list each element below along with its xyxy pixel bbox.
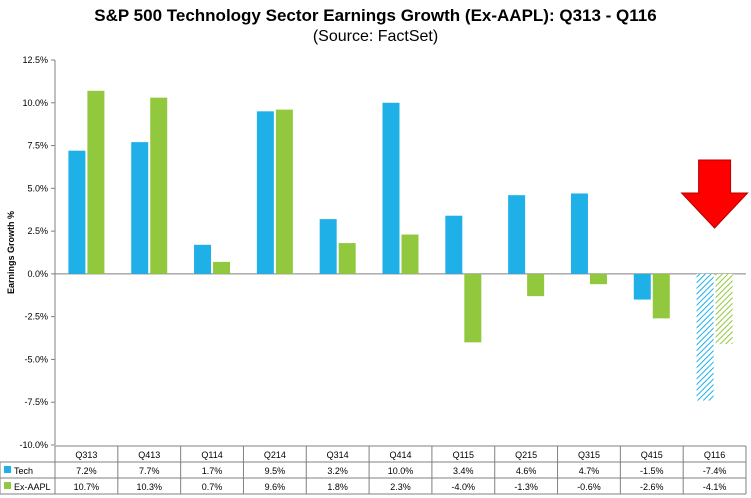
bar-tech-q315: [570, 193, 588, 274]
data-label: -4.1%: [703, 482, 727, 492]
data-label: 4.6%: [516, 466, 537, 476]
y-tick-label: 0.0%: [27, 269, 48, 279]
y-tick-label: -5.0%: [24, 354, 48, 364]
legend-swatch-ex-aapl: [4, 482, 11, 489]
category-label: Q114: [201, 450, 222, 460]
bar-tech-q415: [633, 273, 651, 300]
data-label: 1.7%: [202, 466, 223, 476]
chart-subtitle: (Source: FactSet): [312, 28, 439, 45]
data-label: 3.4%: [453, 466, 474, 476]
data-label: 7.7%: [139, 466, 160, 476]
bar-ex-aapl-q415: [652, 273, 670, 319]
bar-tech-q414: [382, 102, 400, 274]
bar-ex-aapl-q313: [87, 90, 105, 274]
y-tick-label: 10.0%: [22, 98, 48, 108]
y-tick-label: -7.5%: [24, 397, 48, 407]
y-tick-label: 2.5%: [27, 226, 48, 236]
data-label: -0.6%: [577, 482, 601, 492]
category-label: Q314: [327, 450, 349, 460]
category-label: Q415: [641, 450, 663, 460]
down-arrow-icon: [680, 159, 749, 229]
bar-tech-q116: [696, 273, 714, 401]
bar-ex-aapl-q116: [715, 273, 733, 345]
data-label: 3.2%: [327, 466, 348, 476]
bar-tech-q314: [319, 219, 337, 274]
y-axis-title: Earnings Growth %: [6, 211, 16, 294]
bar-ex-aapl-q115: [464, 273, 482, 343]
data-label: 10.0%: [388, 466, 414, 476]
chart-title: S&P 500 Technology Sector Earnings Growt…: [94, 6, 657, 25]
category-label: Q414: [389, 450, 411, 460]
bar-ex-aapl-q414: [401, 234, 419, 274]
y-tick-label: 7.5%: [27, 141, 48, 151]
category-label: Q115: [453, 450, 474, 460]
bar-ex-aapl-q214: [275, 109, 293, 274]
category-label: Q215: [515, 450, 537, 460]
y-tick-label: 5.0%: [27, 183, 48, 193]
category-label: Q214: [264, 450, 286, 460]
data-label: 2.3%: [390, 482, 411, 492]
data-label: 10.3%: [136, 482, 162, 492]
data-label: 9.6%: [265, 482, 286, 492]
category-label: Q315: [578, 450, 600, 460]
data-label: 1.8%: [327, 482, 348, 492]
data-label: -2.6%: [640, 482, 664, 492]
bar-tech-q115: [445, 215, 463, 274]
bar-tech-q114: [194, 244, 212, 274]
data-label: 4.7%: [579, 466, 600, 476]
category-label: Q116: [704, 450, 725, 460]
data-label: -1.5%: [640, 466, 664, 476]
data-label: -4.0%: [452, 482, 476, 492]
data-label: 7.2%: [76, 466, 97, 476]
legend-swatch-tech: [4, 466, 11, 473]
data-label: -1.3%: [514, 482, 538, 492]
bar-tech-q313: [68, 150, 86, 274]
legend-label-tech: Tech: [14, 466, 33, 476]
bar-ex-aapl-q314: [338, 243, 356, 274]
bar-ex-aapl-q315: [589, 273, 607, 285]
category-label: Q413: [138, 450, 160, 460]
data-label: -7.4%: [703, 466, 727, 476]
y-tick-label: -2.5%: [24, 312, 48, 322]
data-label: 9.5%: [265, 466, 286, 476]
data-label: 0.7%: [202, 482, 223, 492]
bar-tech-q413: [131, 142, 149, 274]
category-label: Q313: [75, 450, 97, 460]
bar-tech-q215: [508, 195, 526, 274]
data-label: 10.7%: [74, 482, 100, 492]
y-tick-label: -10.0%: [19, 440, 48, 450]
bar-ex-aapl-q413: [150, 97, 168, 274]
y-tick-label: 12.5%: [22, 55, 48, 65]
legend-label-ex-aapl: Ex-AAPL: [14, 482, 51, 492]
bar-ex-aapl-q215: [527, 273, 545, 297]
bar-tech-q214: [256, 111, 274, 274]
bar-ex-aapl-q114: [213, 261, 231, 274]
